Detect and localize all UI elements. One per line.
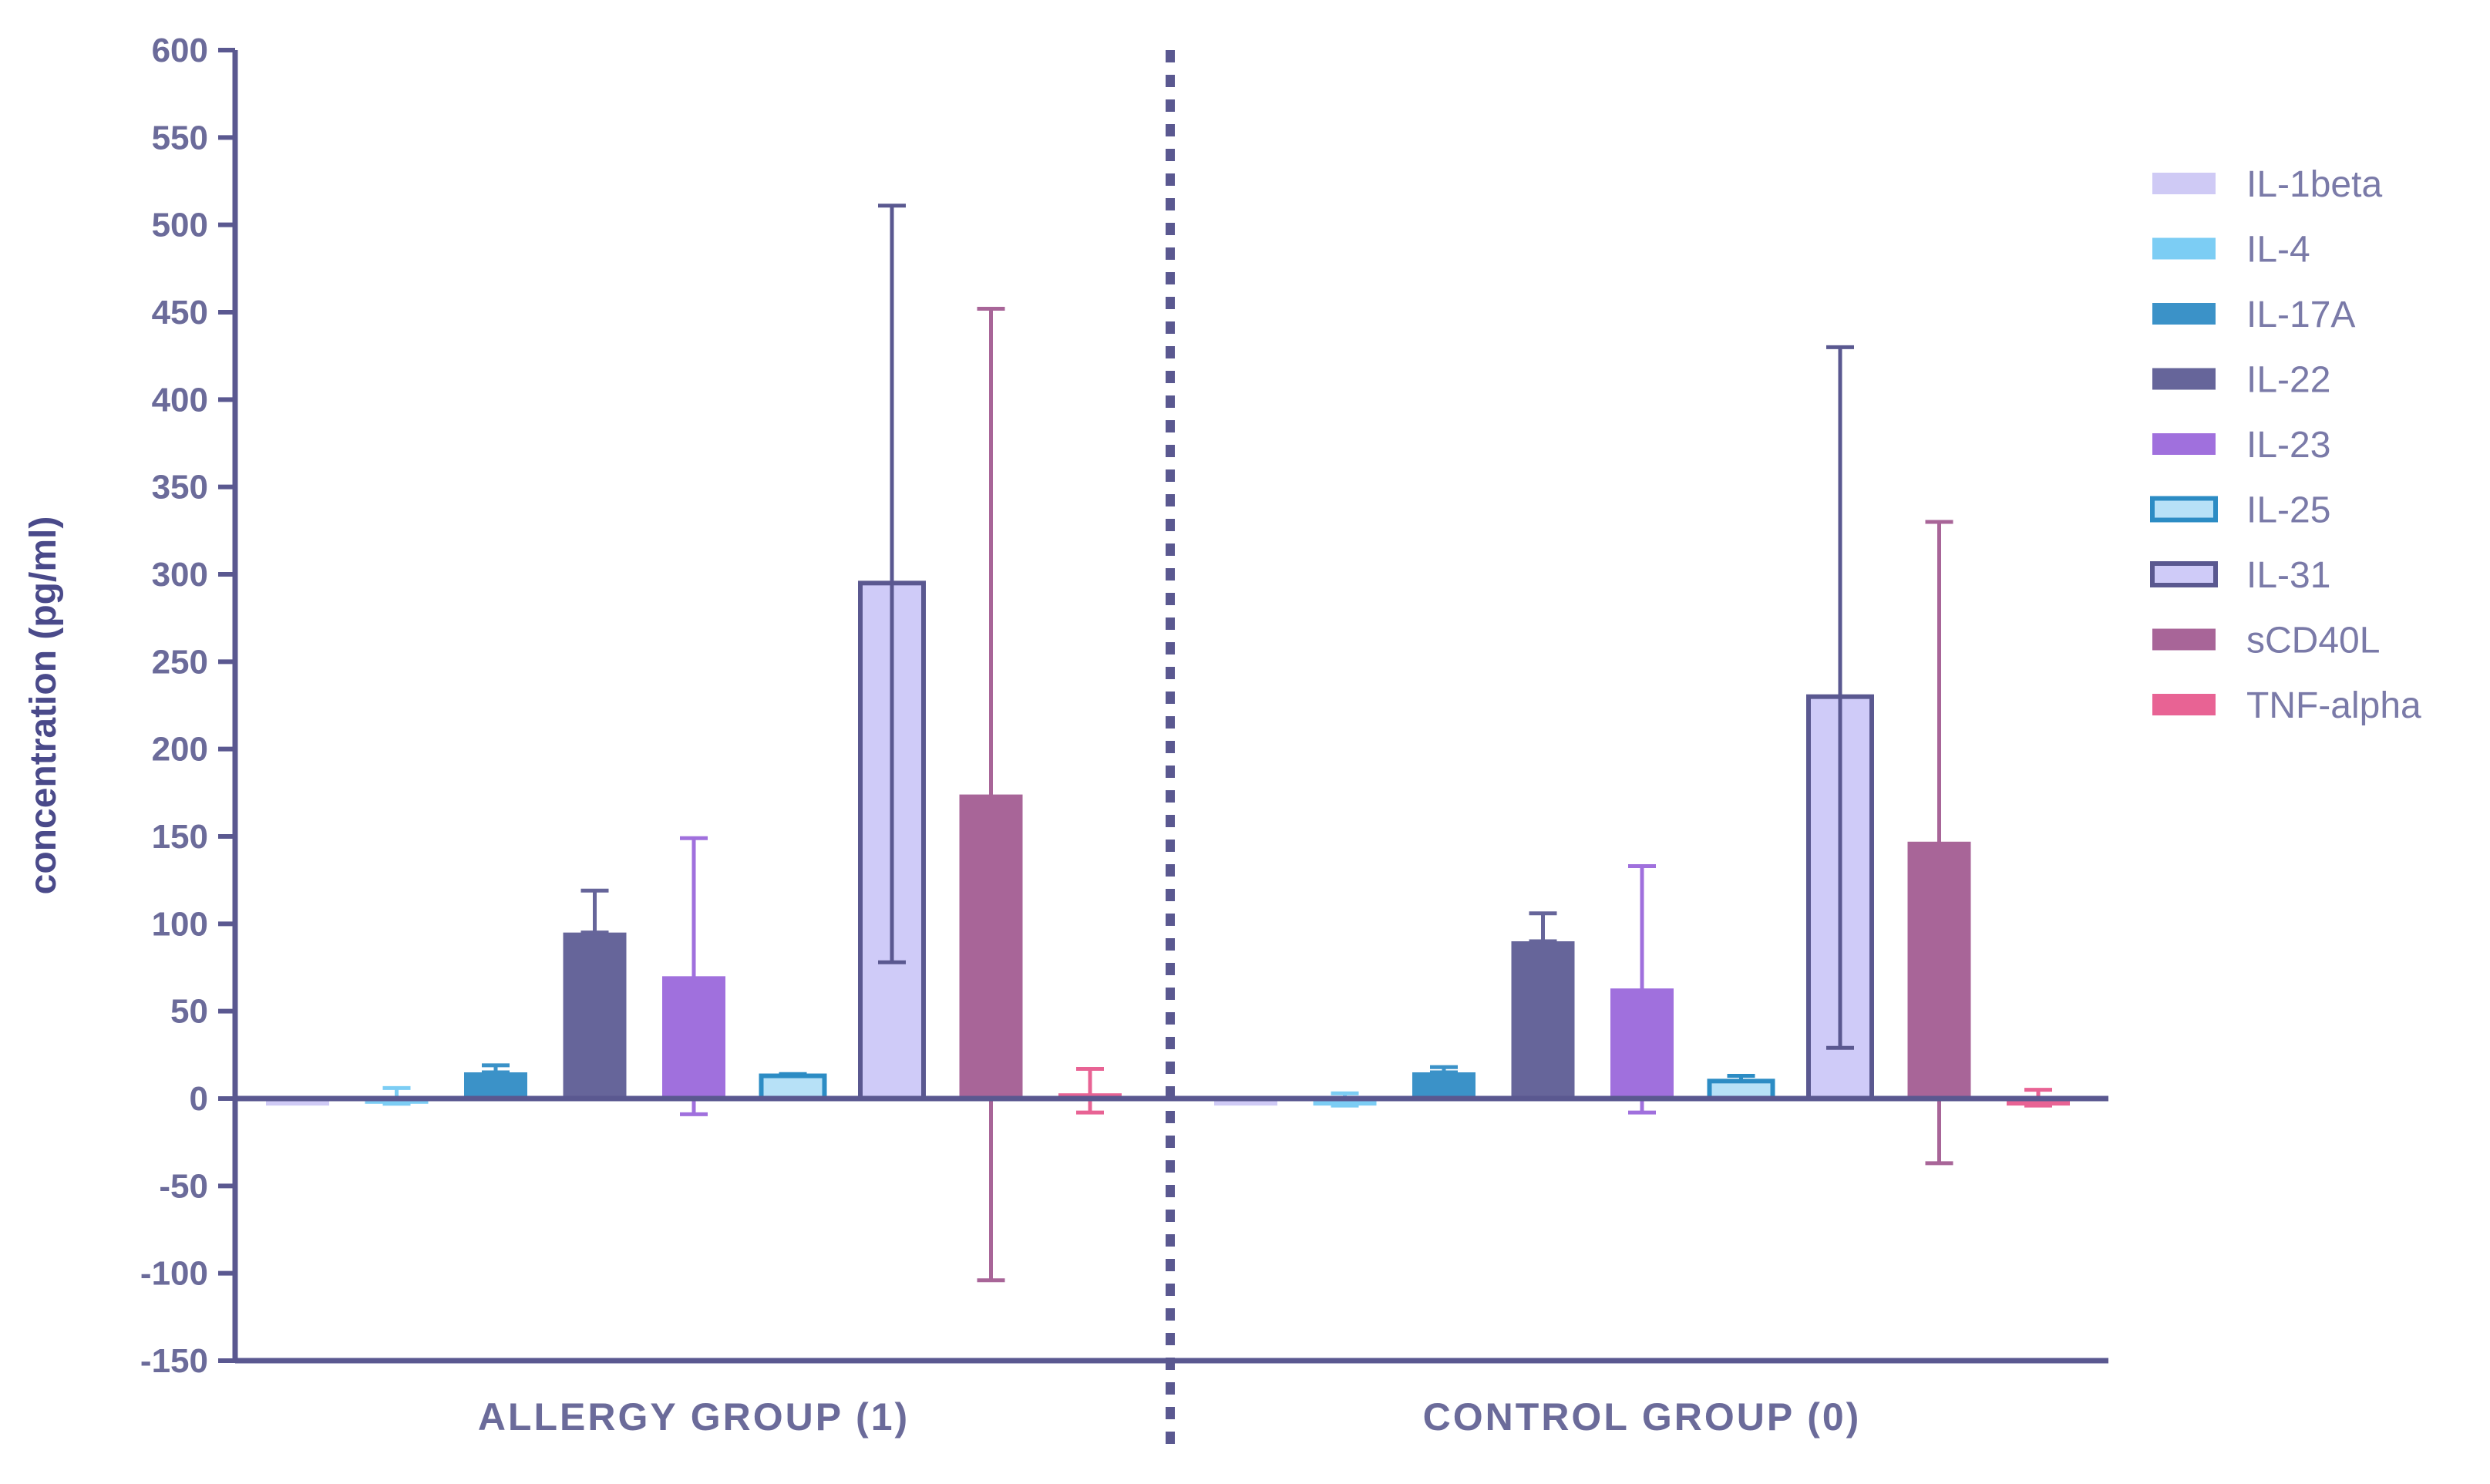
y-tick-label: -50	[159, 1167, 208, 1205]
legend-swatch-il-31	[2150, 561, 2218, 587]
y-tick-label: 600	[152, 32, 208, 69]
legend-swatch-il-22	[2152, 368, 2216, 390]
legend-label-il-22: IL-22	[2246, 360, 2330, 401]
legend-label-scd40l: sCD40L	[2246, 621, 2380, 661]
y-tick-label: -100	[140, 1255, 208, 1293]
legend-label-il-17a: IL-17A	[2246, 294, 2355, 335]
y-tick-label: 300	[152, 556, 208, 594]
bar-il-17a-group-2	[1412, 1072, 1475, 1099]
bar-il-22-group-1	[563, 932, 627, 1099]
legend-label-tnf-alpha: TNF-alpha	[2246, 685, 2421, 726]
x-category-label: ALLERGY GROUP (1)	[478, 1395, 910, 1439]
legend-label-il-4: IL-4	[2246, 230, 2310, 271]
legend-swatch-il-23	[2152, 433, 2216, 455]
legend-swatch-il-1beta	[2152, 173, 2216, 194]
y-tick-label: 450	[152, 294, 208, 331]
legend-label-il-31: IL-31	[2246, 555, 2330, 596]
bar-il-1beta-group-2	[1214, 1099, 1277, 1106]
legend-swatch-il-4	[2152, 237, 2216, 260]
y-tick-label: 550	[152, 119, 208, 156]
y-tick-label: 400	[152, 381, 208, 419]
y-tick-label: -150	[140, 1342, 208, 1380]
x-category-label: CONTROL GROUP (0)	[1423, 1395, 1862, 1439]
legend: IL-1beta IL-4 IL-17A IL-22 IL-23 IL-25 IL-31 sC…	[2150, 164, 2421, 726]
y-axis-title: concentration (pg/ml)	[23, 517, 64, 895]
bar-il-17a-group-1	[464, 1072, 527, 1099]
y-tick-label: 50	[170, 993, 208, 1031]
legend-label-il-23: IL-23	[2246, 425, 2330, 466]
y-tick-label: 150	[152, 818, 208, 856]
legend-label-il-1beta: IL-1beta	[2246, 164, 2382, 205]
y-tick-label: 0	[190, 1080, 208, 1118]
legend-swatch-tnf-alpha	[2152, 694, 2216, 715]
y-tick-label: 350	[152, 469, 208, 506]
legend-label-il-25: IL-25	[2246, 490, 2330, 531]
axes: 600550500450400350300250200150100500-50-…	[140, 32, 2108, 1453]
y-tick-label: 500	[152, 207, 208, 244]
legend-swatch-il-17a	[2152, 303, 2216, 325]
y-tick-label: 100	[152, 905, 208, 943]
legend-swatch-scd40l	[2152, 628, 2216, 651]
bar-il-25-group-1	[759, 1073, 827, 1101]
y-tick-label: 250	[152, 643, 208, 681]
legend-swatch-il-25	[2150, 496, 2218, 523]
bar-il-22-group-2	[1511, 941, 1575, 1099]
y-tick-label: 200	[152, 731, 208, 769]
bar-il-1beta-group-1	[266, 1099, 329, 1106]
